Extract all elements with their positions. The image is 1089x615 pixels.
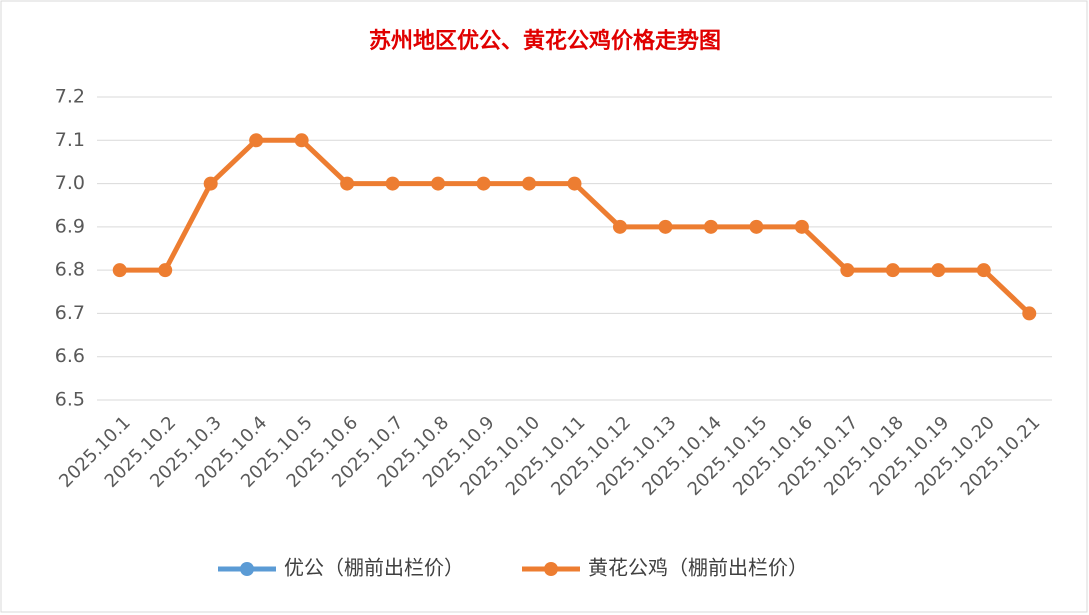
point	[203, 176, 218, 191]
point	[522, 176, 537, 191]
y-tick-label: 7.2	[55, 86, 85, 108]
point	[340, 176, 355, 191]
point	[749, 219, 764, 234]
y-tick-label: 7.1	[55, 129, 85, 151]
point	[112, 263, 127, 278]
point	[703, 219, 718, 234]
point	[1022, 306, 1037, 321]
chart-title: 苏州地区优公、黄花公鸡价格走势图	[369, 28, 721, 54]
y-tick-label: 6.7	[55, 302, 85, 324]
point	[567, 176, 582, 191]
point	[840, 263, 855, 278]
y-tick-label: 7.0	[55, 172, 85, 194]
point	[612, 219, 627, 234]
point	[885, 263, 900, 278]
legend-marker	[544, 562, 558, 576]
point	[294, 133, 309, 148]
y-tick-label: 6.8	[55, 259, 85, 281]
legend-label: 黄花公鸡（棚前出栏价）	[588, 556, 808, 580]
point	[476, 176, 491, 191]
point	[658, 219, 673, 234]
point	[794, 219, 809, 234]
legend-marker	[240, 562, 254, 576]
y-tick-label: 6.9	[55, 215, 85, 237]
y-tick-label: 6.5	[55, 389, 85, 411]
y-tick-label: 6.6	[55, 345, 85, 367]
point	[158, 263, 173, 278]
point	[431, 176, 446, 191]
legend-label: 优公（棚前出栏价）	[284, 556, 464, 580]
point	[976, 263, 991, 278]
point	[931, 263, 946, 278]
point	[249, 133, 264, 148]
point	[385, 176, 400, 191]
